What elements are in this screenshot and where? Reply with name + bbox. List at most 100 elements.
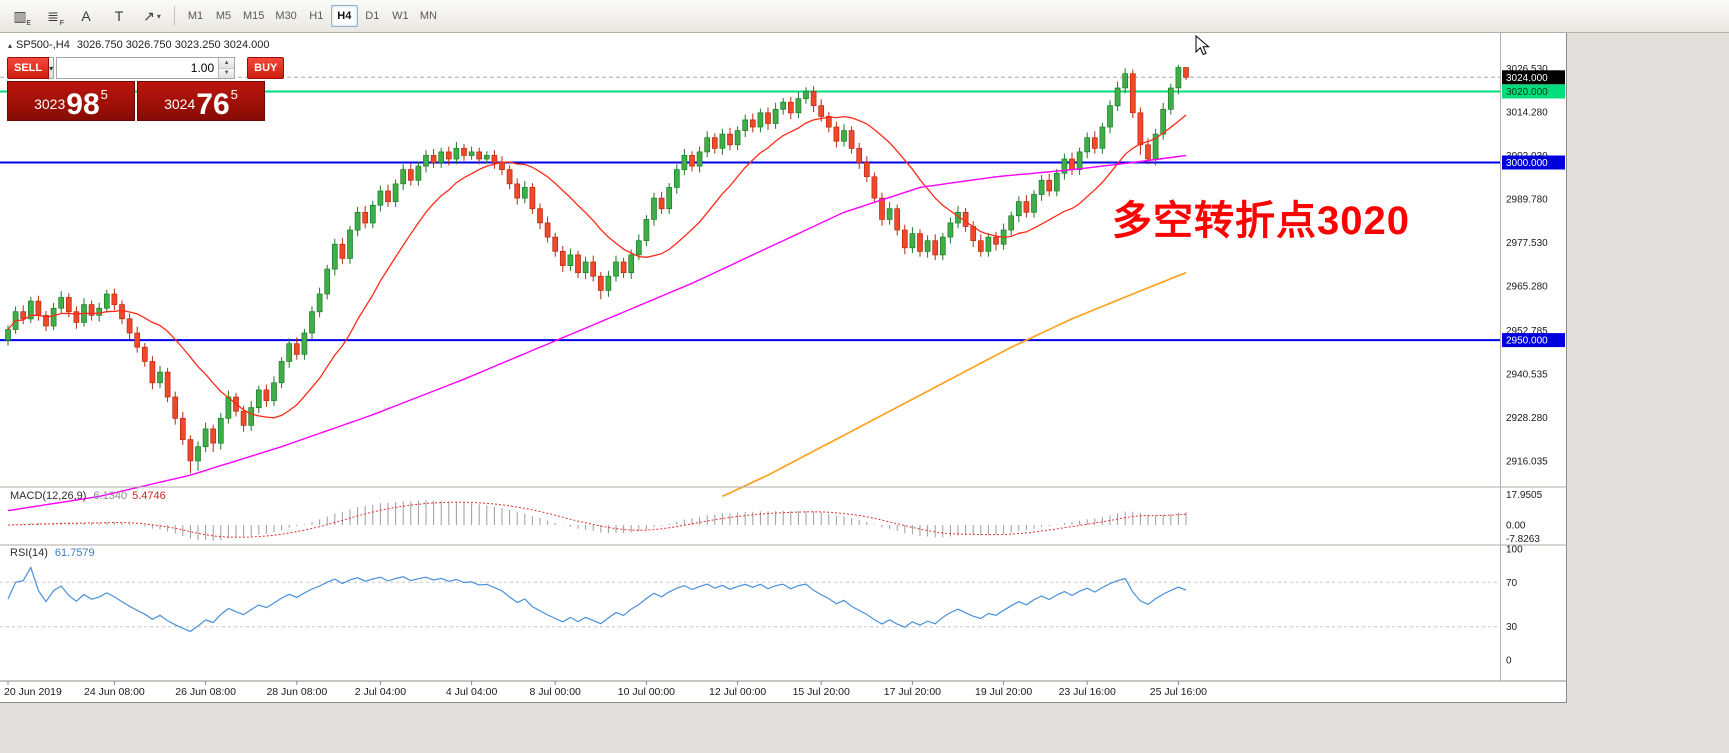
ask-main: 3024 xyxy=(164,96,196,112)
chart-title: ▴ SP500-,H4 3026.750 3026.750 3023.250 302… xyxy=(8,39,270,51)
macd-name: MACD(12,26,9) xyxy=(10,490,87,502)
font-icon[interactable]: A xyxy=(71,3,101,29)
chart-canvas[interactable]: 3026.5303014.2803002.0302989.7802977.530… xyxy=(0,33,1567,703)
hline-3000-tag-text: 3000.000 xyxy=(1506,158,1548,169)
time-label: 19 Jul 20:00 xyxy=(975,686,1032,698)
big-price-row: 3023 98 5 3024 76 5 xyxy=(7,81,265,121)
price-label: 2965.280 xyxy=(1506,281,1548,292)
rsi-axis-label: 0 xyxy=(1506,656,1512,667)
time-axis[interactable]: 20 Jun 2019 24 Jun 08:00 26 Jun 08:00 28 Ju… xyxy=(4,681,1207,698)
price-label: 2940.535 xyxy=(1506,369,1548,380)
volume-input[interactable] xyxy=(57,58,219,78)
rsi-name: RSI(14) xyxy=(10,547,48,559)
trade-controls-row: SELL ▾ ▲ ▼ BUY xyxy=(7,57,285,79)
volume-increase-button[interactable]: ▲ xyxy=(219,58,235,69)
time-label: 23 Jul 16:00 xyxy=(1059,686,1116,698)
price-label: 2952.785 xyxy=(1506,326,1548,337)
time-label: 4 Jul 04:00 xyxy=(446,686,498,698)
volume-spinner: ▲ ▼ xyxy=(218,58,235,78)
annotation-text: 多空转折点3020 xyxy=(1112,199,1410,243)
mouse-cursor xyxy=(1195,34,1210,56)
ma-slow-line xyxy=(7,154,1187,512)
bid-sup-digit: 5 xyxy=(100,87,108,102)
one-click-trading-panel: SELL ▾ ▲ ▼ BUY 3023 98 5 3024 76 xyxy=(7,57,285,121)
macd-signal-line xyxy=(7,501,1187,538)
timeframe-toolbar: M1 M5 M15 M30 H1 H4 D1 W1 MN xyxy=(182,5,442,27)
font-icon-glyph: A xyxy=(81,8,91,24)
timeframe-M30[interactable]: M30 xyxy=(270,5,301,27)
macd-axis-label: 0.00 xyxy=(1506,521,1526,532)
toolbar: ▥ E ≣ F A T ↗ ▾ M1 M5 M15 M30 H1 H4 D1 W1 MN xyxy=(0,0,1729,33)
timeframe-MN[interactable]: MN xyxy=(415,5,442,27)
chevron-down-icon: ▾ xyxy=(156,11,161,21)
timeframe-H4[interactable]: H4 xyxy=(330,5,358,27)
bid-price-box[interactable]: 3023 98 5 xyxy=(7,81,135,121)
price-label: 2977.530 xyxy=(1506,238,1548,249)
rsi-value: 61.7579 xyxy=(54,547,95,559)
time-label: 12 Jul 00:00 xyxy=(709,686,766,698)
time-label: 26 Jun 08:00 xyxy=(175,686,236,698)
rsi-axis-label: 100 xyxy=(1506,545,1523,556)
rsi-label: RSI(14) 61.7579 xyxy=(10,547,95,559)
timeframe-H1[interactable]: H1 xyxy=(303,5,330,27)
candles xyxy=(5,64,1189,474)
hline-2950-tag xyxy=(1502,333,1565,348)
text-label-icon[interactable]: T xyxy=(104,3,134,29)
sub-letter: F xyxy=(59,20,64,27)
chart-symbol: SP500-,H4 xyxy=(16,39,70,51)
hline-3020-tag-text: 3020.000 xyxy=(1506,87,1548,98)
time-label: 28 Jun 08:00 xyxy=(266,686,327,698)
price-label: 2989.780 xyxy=(1506,194,1548,205)
buy-button[interactable]: BUY xyxy=(247,57,285,79)
ma-fast-line xyxy=(7,114,1187,419)
indicators-icon[interactable]: ≣ F xyxy=(38,3,68,29)
volume-decrease-button[interactable]: ▼ xyxy=(219,68,235,78)
price-axis[interactable]: 3026.5303014.2803002.0302989.7802977.530… xyxy=(1502,64,1565,667)
timeframe-D1[interactable]: D1 xyxy=(359,5,386,27)
rsi-axis-label: 30 xyxy=(1506,622,1518,633)
time-label: 8 Jul 00:00 xyxy=(530,686,582,698)
chart-window: 3026.5303014.2803002.0302989.7802977.530… xyxy=(0,33,1567,703)
rsi-axis-label: 70 xyxy=(1506,578,1518,589)
indicators-icon-glyph: ≣ xyxy=(47,7,59,24)
timeframe-M5[interactable]: M5 xyxy=(210,5,237,27)
time-label: 17 Jul 20:00 xyxy=(884,686,941,698)
hline-2950-tag-text: 2950.000 xyxy=(1506,336,1548,347)
ask-sup-digit: 5 xyxy=(230,87,238,102)
toolbar-tools: ▥ E ≣ F A T ↗ ▾ xyxy=(5,3,167,29)
current-price-tag xyxy=(1502,70,1565,85)
time-label: 24 Jun 08:00 xyxy=(84,686,145,698)
current-price-tag-text: 3024.000 xyxy=(1506,73,1548,84)
toolbar-separator xyxy=(174,6,175,26)
ma-200-line xyxy=(722,271,1187,498)
ask-price-box[interactable]: 3024 76 5 xyxy=(137,81,265,121)
macd-axis-label: 17.9505 xyxy=(1506,490,1543,501)
text-label-icon-glyph: T xyxy=(114,8,124,24)
time-label: 2 Jul 04:00 xyxy=(355,686,407,698)
order-options-caret[interactable]: ▾ xyxy=(49,57,55,79)
arrow-objects-icon-glyph: ↗ xyxy=(143,7,155,24)
collapse-triangle-icon[interactable]: ▴ xyxy=(8,41,13,50)
chart-type-icon[interactable]: ▥ E xyxy=(5,3,35,29)
sell-button[interactable]: SELL xyxy=(7,57,50,79)
rsi-line xyxy=(7,566,1187,633)
timeframe-M15[interactable]: M15 xyxy=(238,5,269,27)
bid-main: 3023 xyxy=(34,96,66,112)
time-label: 25 Jul 16:00 xyxy=(1150,686,1207,698)
hline-3000-tag xyxy=(1502,155,1565,170)
time-label: 10 Jul 00:00 xyxy=(618,686,675,698)
price-label: 2916.035 xyxy=(1506,456,1548,467)
bid-big-digits: 98 xyxy=(66,87,100,121)
chart-type-icon-glyph: ▥ xyxy=(13,7,27,24)
timeframe-M1[interactable]: M1 xyxy=(182,5,209,27)
chart-ohlc: 3026.750 3026.750 3023.250 3024.000 xyxy=(76,39,270,51)
volume-field: ▲ ▼ xyxy=(56,57,236,79)
arrow-objects-icon[interactable]: ↗ ▾ xyxy=(137,3,167,29)
price-label: 2928.280 xyxy=(1506,413,1548,424)
macd-axis-label: -7.8263 xyxy=(1506,534,1540,545)
macd-value: 6.1340 xyxy=(93,490,128,502)
macd-signal-value: 5.4746 xyxy=(132,490,166,502)
time-label: 20 Jun 2019 xyxy=(4,686,62,698)
ask-big-digits: 76 xyxy=(196,87,230,121)
timeframe-W1[interactable]: W1 xyxy=(387,5,414,27)
